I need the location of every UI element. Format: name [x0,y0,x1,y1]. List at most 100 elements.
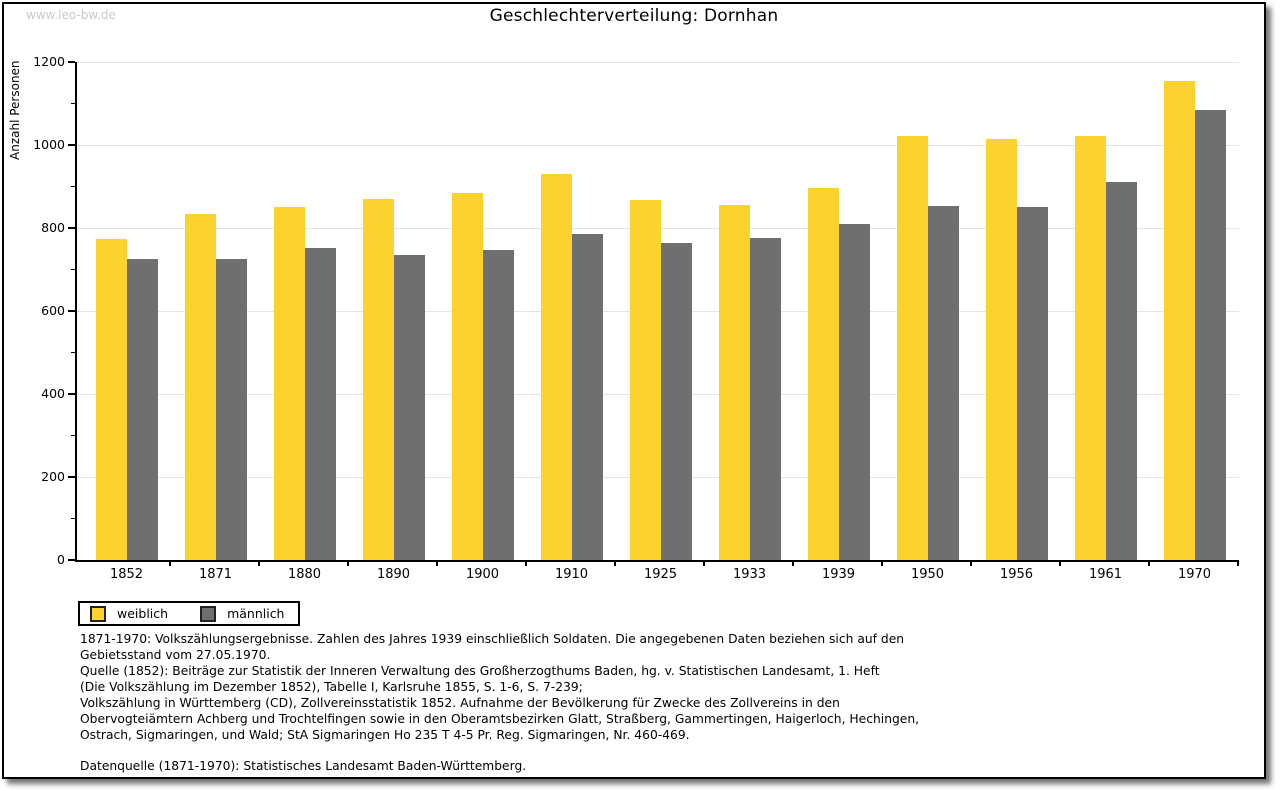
bar-weiblich [273,207,305,560]
bar-maennlich [1105,182,1137,560]
bar-maennlich [126,259,158,560]
y-tick-label: 1200 [33,54,65,69]
x-tick [703,560,705,566]
footnote-line: Volkszählung in Württemberg (CD), Zollve… [80,696,840,710]
x-tick-label: 1925 [643,567,678,582]
bar-group [260,207,349,560]
footnote-lines: 1871-1970: Volkszählungsergebnisse. Zahl… [80,631,919,743]
x-tick-label: 1970 [1177,567,1212,582]
x-tick [792,560,794,566]
y-major-tick [68,393,75,395]
x-tick [169,560,171,566]
bar-maennlich [1194,110,1226,560]
y-major-tick [68,61,75,63]
x-labels: 1852 1871 1880 1890 1900 1910 1925 1933 1939 1950… [82,567,1239,582]
bar-maennlich [571,234,603,560]
legend-swatch-icon [90,605,106,622]
y-tick-label: 200 [41,469,65,484]
x-tick-label: 1890 [376,567,411,582]
bar-group [616,200,705,560]
bar-maennlich [660,243,692,560]
x-tick-label: 1900 [465,567,500,582]
x-tick [614,560,616,566]
bar-group [171,214,260,560]
y-tick-label: 400 [41,386,65,401]
datasource-line: Datenquelle (1871-1970): Statistisches L… [80,759,527,773]
x-tick-label: 1956 [999,567,1034,582]
x-tick-label: 1852 [109,567,144,582]
x-tick [347,560,349,566]
legend-swatch-icon [200,605,217,622]
x-tick-label: 1939 [821,567,856,582]
y-minor-tick [71,352,75,353]
x-tick [881,560,883,566]
gridline [77,145,1239,146]
gridline [77,62,1239,63]
bar-group [438,193,527,560]
footnote-line: (Die Volkszählung im Dezember 1852), Tab… [80,680,583,694]
bar-group [82,239,171,560]
y-minor-tick [71,435,75,436]
legend: weiblich männlich [78,601,301,626]
chart-frame: www.leo-bw.de Geschlechterverteilung: Do… [2,2,1266,779]
y-minor-tick [71,186,75,187]
x-tick [525,560,527,566]
legend-item-label: weiblich [117,606,169,621]
x-tick-label: 1880 [287,567,322,582]
bar-group [527,174,616,560]
footnote-line: Quelle (1852): Beiträge zur Statistik de… [80,664,880,678]
bar-maennlich [215,259,247,560]
bar-maennlich [749,238,781,560]
bar-group [883,136,972,560]
x-tick-label: 1871 [198,567,233,582]
y-minor-tick [71,269,75,270]
watermark: www.leo-bw.de [26,8,116,22]
footnotes: 1871-1970: Volkszählungsergebnisse. Zahl… [80,631,919,774]
bar-maennlich [393,255,425,560]
x-tick-label: 1910 [554,567,589,582]
x-tick [1059,560,1061,566]
bar-maennlich [927,206,959,560]
footnote-line: Gebietsstand vom 27.05.1970. [80,648,271,662]
x-tick-label: 1933 [732,567,767,582]
bar-maennlich [1016,207,1048,560]
y-major-tick [68,227,75,229]
y-minor-tick [71,518,75,519]
legend-item: weiblich [90,605,169,622]
chart-title: Geschlechterverteilung: Dornhan [489,6,779,26]
y-tick-label: 0 [57,552,65,567]
bar-weiblich [362,199,394,560]
bar-weiblich [896,136,928,560]
y-major-tick [68,559,75,561]
bar-weiblich [540,174,572,560]
legend-item: männlich [200,605,285,622]
plot-area: 0 200 400 600 800 1000 1200 1852 1871 1880 1890 190… [33,55,1239,582]
bar-weiblich [451,193,483,560]
bar-weiblich [807,188,839,560]
y-tick-label: 1000 [33,137,65,152]
x-tick [1237,560,1239,566]
y-major-tick [68,476,75,478]
y-minor-tick [71,103,75,104]
bar-groups [77,62,1239,560]
bar-weiblich [1074,136,1106,560]
bar-weiblich [629,200,661,560]
bar-group [1150,81,1239,560]
y-major-tick [68,310,75,312]
footnote-line: Ostrach, Sigmaringen, und Wald; StA Sigm… [80,728,690,742]
x-tick [970,560,972,566]
x-tick-label: 1961 [1088,567,1123,582]
x-tick [1148,560,1150,566]
x-tick [436,560,438,566]
bar-group [349,199,438,560]
bar-maennlich [304,248,336,560]
bar-maennlich [482,250,514,560]
legend-item-label: männlich [227,606,285,621]
footnote-line: Obervogteiämtern Achberg und Trochtelfin… [80,712,920,726]
bar-weiblich [1163,81,1195,560]
y-major-tick [68,144,75,146]
bar-group [972,139,1061,560]
bar-group [794,188,883,560]
bar-weiblich [985,139,1017,560]
bar-weiblich [718,205,750,560]
